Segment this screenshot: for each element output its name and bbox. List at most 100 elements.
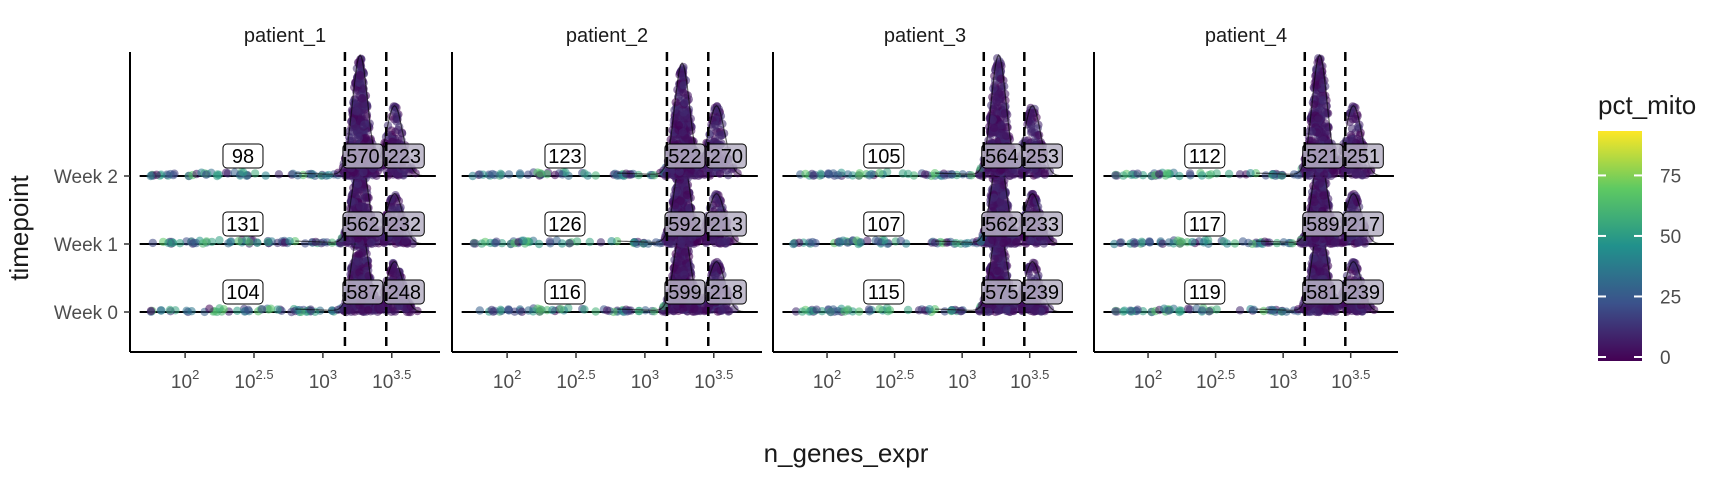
cell-point (597, 238, 605, 246)
cell-point (519, 237, 527, 245)
cell-point (1000, 181, 1008, 189)
cell-point (157, 306, 165, 314)
x-tick-label: 103 (948, 367, 976, 393)
cell-point (234, 237, 242, 245)
count-label-mid: 570 (346, 146, 379, 168)
cell-point (1041, 169, 1049, 177)
cell-point (490, 171, 498, 179)
cell-point (592, 171, 600, 179)
count-label-high: 218 (710, 282, 743, 304)
cell-point (925, 305, 933, 313)
cell-point (634, 171, 642, 179)
cell-point (664, 307, 672, 315)
cell-point (147, 172, 155, 180)
cell-point (553, 236, 561, 244)
cell-point (360, 121, 368, 129)
count-label-low: 107 (867, 214, 900, 236)
cell-point (491, 239, 499, 247)
cell-point (342, 308, 350, 316)
cell-point (215, 236, 223, 244)
count-label-mid: 599 (668, 282, 701, 304)
count-label-low: 98 (232, 146, 254, 168)
facet-title: patient_3 (884, 25, 966, 47)
facet-title: patient_4 (1205, 25, 1287, 47)
cell-point (679, 304, 687, 312)
cell-point (999, 239, 1007, 247)
cell-point (724, 171, 732, 179)
x-tick-label: 102.5 (234, 367, 273, 393)
cell-point (359, 168, 367, 176)
cell-point (994, 307, 1002, 315)
x-tick-label: 103.5 (694, 367, 733, 393)
cell-point (149, 239, 157, 247)
cell-point (205, 305, 213, 313)
cell-point (995, 267, 1003, 275)
cell-point (317, 239, 325, 247)
cell-point (844, 305, 852, 313)
cell-point (233, 307, 241, 315)
cell-point (239, 168, 247, 176)
cell-point (1031, 307, 1039, 315)
cell-point (355, 134, 363, 142)
cell-point (516, 169, 524, 177)
cell-point (470, 239, 478, 247)
cell-point (875, 169, 883, 177)
cell-point (354, 258, 362, 266)
cell-point (941, 171, 949, 179)
cell-point (897, 237, 905, 245)
count-label-low: 116 (549, 282, 581, 304)
cell-point (683, 134, 691, 142)
count-label-low: 126 (548, 214, 581, 236)
cell-point (680, 108, 688, 116)
cell-point (915, 306, 923, 314)
cell-point (401, 237, 409, 245)
cell-point (711, 121, 719, 129)
cell-point (488, 306, 496, 314)
count-label-high: 232 (388, 214, 421, 236)
cell-point (166, 306, 174, 314)
cell-point (999, 131, 1007, 139)
count-label-mid: 522 (668, 146, 701, 168)
cell-point (294, 171, 302, 179)
count-label-high: 239 (1026, 282, 1059, 304)
cell-point (376, 304, 384, 312)
cell-point (904, 170, 912, 178)
cell-point (168, 239, 176, 247)
cell-point (356, 202, 364, 210)
count-label-mid: 564 (985, 146, 1018, 168)
cell-point (1040, 239, 1048, 247)
cell-point (855, 171, 863, 179)
x-tick-label: 102 (171, 367, 199, 393)
cell-point (580, 305, 588, 313)
cell-point (984, 308, 992, 316)
cell-point (884, 307, 892, 315)
cell-point (681, 99, 689, 107)
cell-point (536, 169, 544, 177)
cell-point (603, 306, 611, 314)
cell-point (650, 171, 658, 179)
x-tick-label: 103 (1269, 367, 1297, 393)
cell-point (675, 121, 683, 129)
cell-point (358, 94, 366, 102)
cell-point (592, 307, 600, 315)
cell-point (676, 69, 684, 77)
cell-point (967, 171, 975, 179)
cell-point (364, 272, 372, 280)
cell-point (1002, 307, 1010, 315)
cell-point (301, 239, 309, 247)
cell-point (394, 126, 402, 134)
cell-point (865, 305, 873, 313)
cell-point (984, 136, 992, 144)
cell-point (224, 239, 232, 247)
cell-point (285, 237, 293, 245)
cell-point (478, 239, 486, 247)
cell-point (952, 239, 960, 247)
cell-point (536, 307, 544, 315)
cell-point (921, 170, 929, 178)
cell-point (1236, 306, 1244, 314)
